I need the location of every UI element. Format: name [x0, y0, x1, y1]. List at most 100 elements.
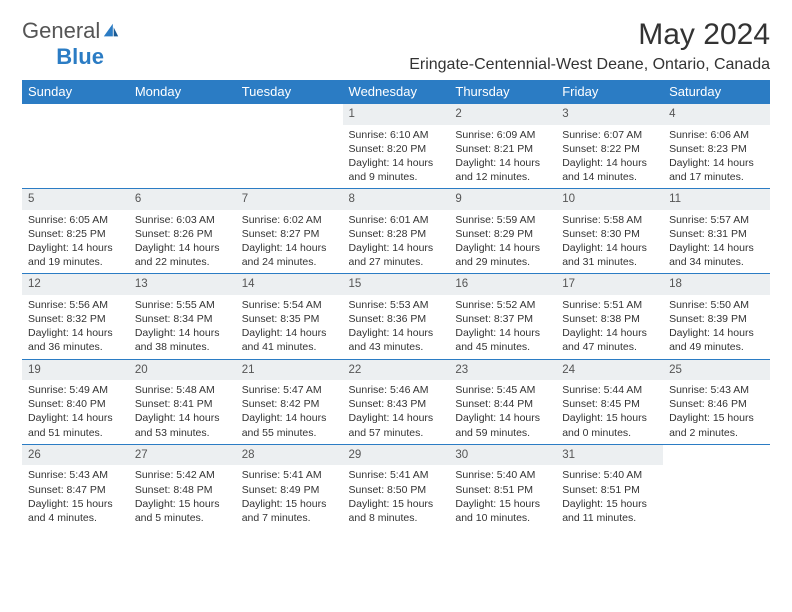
- daylight-text: Daylight: 14 hours and 53 minutes.: [135, 411, 230, 439]
- dayname-sun: Sunday: [22, 80, 129, 104]
- sunrise-text: Sunrise: 5:52 AM: [455, 298, 550, 312]
- sunset-text: Sunset: 8:36 PM: [349, 312, 444, 326]
- sunset-text: Sunset: 8:51 PM: [455, 483, 550, 497]
- sunrise-text: Sunrise: 6:03 AM: [135, 213, 230, 227]
- header: General May 2024 Eringate-Centennial-Wes…: [22, 18, 770, 74]
- day-data: Sunrise: 5:45 AMSunset: 8:44 PMDaylight:…: [449, 380, 556, 444]
- day-cell: 11Sunrise: 5:57 AMSunset: 8:31 PMDayligh…: [663, 189, 770, 274]
- sunrise-text: Sunrise: 5:54 AM: [242, 298, 337, 312]
- sunset-text: Sunset: 8:34 PM: [135, 312, 230, 326]
- day-data: Sunrise: 5:55 AMSunset: 8:34 PMDaylight:…: [129, 295, 236, 359]
- day-cell: 9Sunrise: 5:59 AMSunset: 8:29 PMDaylight…: [449, 189, 556, 274]
- day-cell: 18Sunrise: 5:50 AMSunset: 8:39 PMDayligh…: [663, 274, 770, 359]
- week-row: 26Sunrise: 5:43 AMSunset: 8:47 PMDayligh…: [22, 444, 770, 529]
- day-cell: 4Sunrise: 6:06 AMSunset: 8:23 PMDaylight…: [663, 104, 770, 189]
- day-data: Sunrise: 5:40 AMSunset: 8:51 PMDaylight:…: [556, 465, 663, 529]
- day-number: 14: [236, 274, 343, 295]
- daylight-text: Daylight: 15 hours and 10 minutes.: [455, 497, 550, 525]
- dayname-row: Sunday Monday Tuesday Wednesday Thursday…: [22, 80, 770, 104]
- daylight-text: Daylight: 14 hours and 41 minutes.: [242, 326, 337, 354]
- day-cell: 13Sunrise: 5:55 AMSunset: 8:34 PMDayligh…: [129, 274, 236, 359]
- day-number: 17: [556, 274, 663, 295]
- daylight-text: Daylight: 14 hours and 22 minutes.: [135, 241, 230, 269]
- day-data: Sunrise: 5:41 AMSunset: 8:49 PMDaylight:…: [236, 465, 343, 529]
- day-data: Sunrise: 5:48 AMSunset: 8:41 PMDaylight:…: [129, 380, 236, 444]
- day-number: 12: [22, 274, 129, 295]
- daylight-text: Daylight: 14 hours and 51 minutes.: [28, 411, 123, 439]
- day-data: Sunrise: 5:54 AMSunset: 8:35 PMDaylight:…: [236, 295, 343, 359]
- day-cell: 23Sunrise: 5:45 AMSunset: 8:44 PMDayligh…: [449, 359, 556, 444]
- day-data: Sunrise: 6:07 AMSunset: 8:22 PMDaylight:…: [556, 125, 663, 189]
- sunset-text: Sunset: 8:45 PM: [562, 397, 657, 411]
- daylight-text: Daylight: 14 hours and 14 minutes.: [562, 156, 657, 184]
- sunset-text: Sunset: 8:35 PM: [242, 312, 337, 326]
- sunrise-text: Sunrise: 5:55 AM: [135, 298, 230, 312]
- week-row: 12Sunrise: 5:56 AMSunset: 8:32 PMDayligh…: [22, 274, 770, 359]
- sunset-text: Sunset: 8:20 PM: [349, 142, 444, 156]
- sunset-text: Sunset: 8:30 PM: [562, 227, 657, 241]
- sunset-text: Sunset: 8:44 PM: [455, 397, 550, 411]
- logo-sail-icon: [102, 22, 120, 40]
- day-number: 29: [343, 445, 450, 466]
- day-cell: 21Sunrise: 5:47 AMSunset: 8:42 PMDayligh…: [236, 359, 343, 444]
- day-number: 24: [556, 360, 663, 381]
- sunset-text: Sunset: 8:49 PM: [242, 483, 337, 497]
- sunrise-text: Sunrise: 6:07 AM: [562, 128, 657, 142]
- dayname-fri: Friday: [556, 80, 663, 104]
- sunset-text: Sunset: 8:37 PM: [455, 312, 550, 326]
- sunrise-text: Sunrise: 6:10 AM: [349, 128, 444, 142]
- day-data: Sunrise: 6:05 AMSunset: 8:25 PMDaylight:…: [22, 210, 129, 274]
- day-number: 21: [236, 360, 343, 381]
- day-data: Sunrise: 5:59 AMSunset: 8:29 PMDaylight:…: [449, 210, 556, 274]
- logo-text-blue: Blue: [56, 44, 104, 70]
- sunrise-text: Sunrise: 6:09 AM: [455, 128, 550, 142]
- sunset-text: Sunset: 8:23 PM: [669, 142, 764, 156]
- day-cell: 15Sunrise: 5:53 AMSunset: 8:36 PMDayligh…: [343, 274, 450, 359]
- day-data: Sunrise: 5:47 AMSunset: 8:42 PMDaylight:…: [236, 380, 343, 444]
- day-cell: 31Sunrise: 5:40 AMSunset: 8:51 PMDayligh…: [556, 444, 663, 529]
- sunrise-text: Sunrise: 5:44 AM: [562, 383, 657, 397]
- day-cell: 5Sunrise: 6:05 AMSunset: 8:25 PMDaylight…: [22, 189, 129, 274]
- sunrise-text: Sunrise: 5:56 AM: [28, 298, 123, 312]
- day-number: 26: [22, 445, 129, 466]
- month-title: May 2024: [409, 18, 770, 52]
- day-data: Sunrise: 6:06 AMSunset: 8:23 PMDaylight:…: [663, 125, 770, 189]
- sunrise-text: Sunrise: 5:43 AM: [28, 468, 123, 482]
- daylight-text: Daylight: 14 hours and 47 minutes.: [562, 326, 657, 354]
- logo-blue-word: General Blue: [22, 44, 104, 70]
- day-number: 8: [343, 189, 450, 210]
- dayname-sat: Saturday: [663, 80, 770, 104]
- dayname-tue: Tuesday: [236, 80, 343, 104]
- daylight-text: Daylight: 14 hours and 59 minutes.: [455, 411, 550, 439]
- daylight-text: Daylight: 14 hours and 19 minutes.: [28, 241, 123, 269]
- day-cell: 3Sunrise: 6:07 AMSunset: 8:22 PMDaylight…: [556, 104, 663, 189]
- daylight-text: Daylight: 14 hours and 49 minutes.: [669, 326, 764, 354]
- day-number: 13: [129, 274, 236, 295]
- day-data: Sunrise: 5:53 AMSunset: 8:36 PMDaylight:…: [343, 295, 450, 359]
- sunset-text: Sunset: 8:38 PM: [562, 312, 657, 326]
- week-row: 19Sunrise: 5:49 AMSunset: 8:40 PMDayligh…: [22, 359, 770, 444]
- sunrise-text: Sunrise: 5:58 AM: [562, 213, 657, 227]
- day-number: 31: [556, 445, 663, 466]
- day-cell: [129, 104, 236, 189]
- sunrise-text: Sunrise: 6:02 AM: [242, 213, 337, 227]
- day-data: Sunrise: 6:03 AMSunset: 8:26 PMDaylight:…: [129, 210, 236, 274]
- day-number: 25: [663, 360, 770, 381]
- day-cell: 12Sunrise: 5:56 AMSunset: 8:32 PMDayligh…: [22, 274, 129, 359]
- sunset-text: Sunset: 8:50 PM: [349, 483, 444, 497]
- daylight-text: Daylight: 14 hours and 43 minutes.: [349, 326, 444, 354]
- sunset-text: Sunset: 8:28 PM: [349, 227, 444, 241]
- sunset-text: Sunset: 8:43 PM: [349, 397, 444, 411]
- day-data: Sunrise: 6:10 AMSunset: 8:20 PMDaylight:…: [343, 125, 450, 189]
- day-cell: 25Sunrise: 5:43 AMSunset: 8:46 PMDayligh…: [663, 359, 770, 444]
- week-row: 1Sunrise: 6:10 AMSunset: 8:20 PMDaylight…: [22, 104, 770, 189]
- day-data: Sunrise: 5:44 AMSunset: 8:45 PMDaylight:…: [556, 380, 663, 444]
- daylight-text: Daylight: 14 hours and 34 minutes.: [669, 241, 764, 269]
- day-number: 2: [449, 104, 556, 125]
- day-cell: 28Sunrise: 5:41 AMSunset: 8:49 PMDayligh…: [236, 444, 343, 529]
- daylight-text: Daylight: 14 hours and 24 minutes.: [242, 241, 337, 269]
- sunset-text: Sunset: 8:27 PM: [242, 227, 337, 241]
- day-number: 19: [22, 360, 129, 381]
- day-number: 28: [236, 445, 343, 466]
- daylight-text: Daylight: 14 hours and 36 minutes.: [28, 326, 123, 354]
